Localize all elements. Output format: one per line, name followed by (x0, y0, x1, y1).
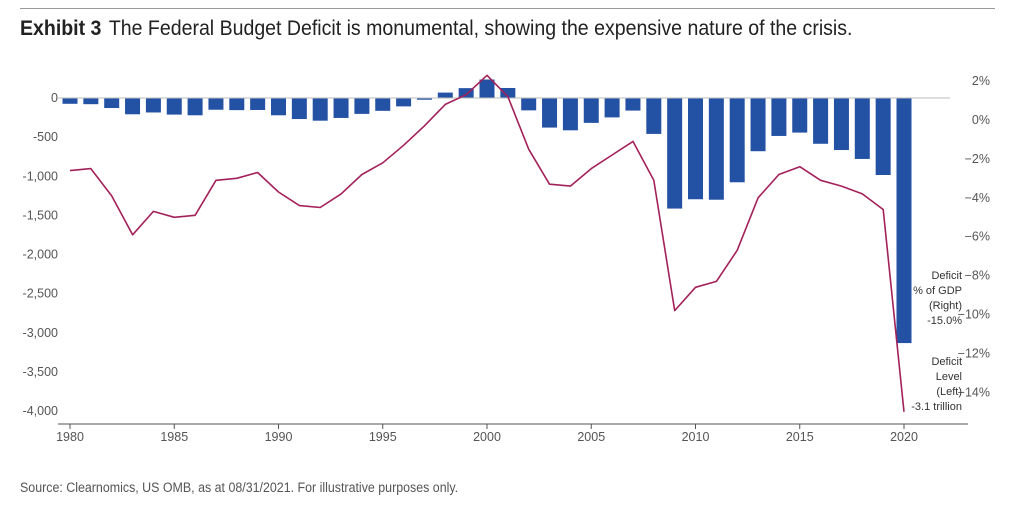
left-tick-label: -2,500 (23, 287, 58, 301)
bar-1996 (396, 98, 412, 107)
right-tick-label: −12% (958, 346, 990, 360)
bar-1986 (187, 98, 203, 116)
bar-1982 (104, 98, 120, 109)
source-note: Source: Clearnomics, US OMB, as at 08/31… (20, 480, 459, 495)
bar-1980 (62, 98, 78, 104)
bar-1991 (291, 98, 307, 120)
left-tick-label: -3,000 (23, 326, 58, 340)
right-tick-label: −4% (965, 191, 990, 205)
x-tick-label: 1985 (160, 430, 188, 444)
bar-1990 (271, 98, 286, 116)
right-tick-label: −2% (965, 152, 990, 166)
x-tick-label: 2020 (890, 430, 918, 444)
bar-2007 (625, 98, 641, 111)
bar-2020 (896, 98, 912, 344)
right-tick-label: 2% (972, 74, 990, 88)
gdp-percent-line (69, 74, 905, 412)
right-tick-label: 0% (972, 113, 990, 127)
annotation-line: -15.0% (927, 315, 962, 327)
annotation-line: Deficit (931, 270, 962, 282)
right-tick-label: −8% (965, 269, 990, 283)
bar-2010 (688, 98, 703, 200)
right-axis-ticks: 2% 0% −2% −4% −6% −8% −10% −12% −14% (958, 74, 990, 399)
bar-2004 (562, 98, 578, 131)
annotation-line: % of GDP (913, 285, 962, 297)
bar-2012 (729, 98, 745, 183)
bar-2013 (750, 98, 766, 152)
chart-title: Exhibit 3 The Federal Budget Deficit is m… (20, 17, 852, 41)
bar-2016 (813, 98, 829, 144)
bar-2011 (708, 98, 724, 200)
bar-2002 (521, 98, 537, 111)
bar-1999 (458, 88, 474, 98)
bar-1992 (312, 98, 328, 121)
left-tick-label: -3,500 (23, 365, 58, 379)
bar-1984 (145, 98, 161, 113)
bar-2018 (854, 98, 870, 159)
line-group (69, 74, 905, 412)
left-tick-label: -1,000 (23, 169, 58, 183)
bar-2005 (583, 98, 599, 123)
left-axis-ticks: 0 -500 -1,000 -1,500 -2,000 -2,500 -3,000 -3,50… (23, 91, 59, 418)
bar-1993 (333, 98, 349, 118)
x-tick-label: 1980 (56, 430, 84, 444)
right-tick-label: −14% (958, 385, 990, 399)
x-tick-label: 2005 (577, 430, 605, 444)
annotations-group: Deficit % of GDP (Right) -15.0% Deficit Level… (911, 270, 962, 413)
title-text: The Federal Budget Deficit is monumental… (108, 17, 853, 40)
bars-group (62, 79, 912, 344)
bar-2014 (771, 98, 787, 136)
x-axis-ticks: 1980 1985 1990 1995 2000 2005 2010 2015 2020 (56, 424, 918, 444)
annotation-line: Level (936, 371, 962, 383)
bar-1994 (354, 98, 370, 114)
bar-2001 (500, 87, 516, 98)
bar-2009 (667, 98, 683, 209)
annotation-line: (Right) (929, 300, 962, 312)
exhibit-label: Exhibit 3 (20, 17, 102, 40)
bar-2000 (479, 79, 495, 98)
bar-2019 (875, 98, 891, 175)
bar-2006 (604, 98, 620, 118)
bar-1989 (250, 98, 266, 110)
x-tick-label: 2000 (473, 430, 501, 444)
bar-1981 (83, 98, 99, 105)
bar-2017 (833, 98, 849, 151)
bar-1987 (208, 98, 224, 110)
bar-2003 (542, 98, 558, 128)
x-tick-label: 1995 (369, 430, 397, 444)
bar-1985 (166, 98, 182, 115)
x-tick-label: 1990 (265, 430, 293, 444)
left-tick-label: -1,500 (23, 208, 58, 222)
bar-1997 (416, 98, 432, 100)
bar-1995 (375, 98, 391, 111)
bar-1988 (229, 98, 245, 111)
annotation-line: -3.1 trillion (911, 401, 962, 413)
x-tick-label: 2010 (682, 430, 710, 444)
annotation-line: (Left) (936, 386, 962, 398)
x-tick-label: 2015 (786, 430, 814, 444)
bar-1998 (437, 92, 453, 98)
left-tick-label: -2,000 (23, 248, 58, 262)
left-tick-label: -500 (33, 130, 58, 144)
right-tick-label: −10% (958, 308, 990, 322)
annotation-line: Deficit (931, 356, 962, 368)
right-tick-label: −6% (965, 230, 990, 244)
left-tick-label: 0 (51, 91, 58, 105)
left-tick-label: -4,000 (23, 404, 58, 418)
bar-1983 (125, 98, 141, 115)
bar-2008 (646, 98, 662, 134)
top-rule (20, 8, 995, 9)
bar-2015 (792, 98, 808, 133)
